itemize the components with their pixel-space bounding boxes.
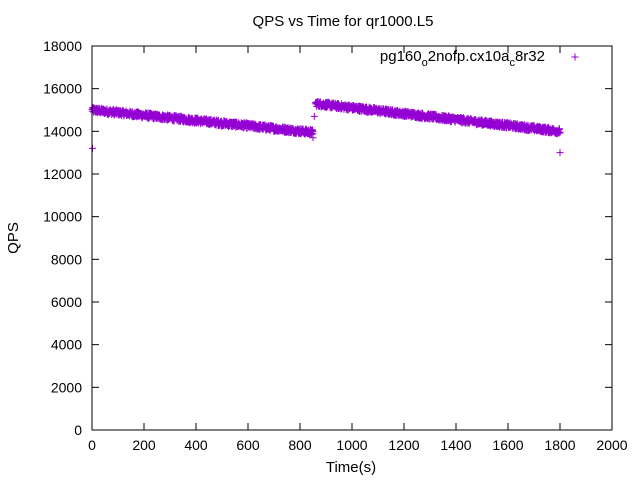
- legend-marker: [571, 53, 579, 61]
- x-axis-title: Time(s): [326, 459, 376, 476]
- data-point: [556, 149, 564, 157]
- y-tick-label: 12000: [43, 166, 82, 182]
- x-tick-label: 1000: [336, 437, 367, 453]
- y-tick-label: 4000: [51, 337, 82, 353]
- y-tick-label: 8000: [51, 251, 82, 267]
- data-point: [89, 144, 97, 152]
- data-point: [309, 134, 317, 142]
- legend-label: pg160o2nofp.cx10ac8r32: [380, 48, 545, 69]
- y-tick-label: 10000: [43, 209, 82, 225]
- data-point: [310, 112, 318, 120]
- y-tick-label: 16000: [43, 81, 82, 97]
- x-tick-label: 800: [288, 437, 312, 453]
- plot-frame: [91, 45, 613, 431]
- axis-ticks: 0 200 400 600 800 1000 1200 1400 1600 1800 2000 0 20…: [43, 38, 628, 453]
- y-axis-title: QPS: [5, 222, 22, 254]
- x-tick-label: 200: [132, 437, 156, 453]
- x-tick-label: 0: [88, 437, 96, 453]
- data-points: [88, 97, 564, 157]
- legend-marker-symbol: [571, 53, 579, 61]
- y-tick-label: 6000: [51, 294, 82, 310]
- chart-title: QPS vs Time for qr1000.L5: [253, 13, 434, 30]
- x-tick-label: 2000: [596, 437, 627, 453]
- y-tick-label: 18000: [43, 38, 82, 54]
- y-tick-label: 0: [74, 422, 82, 438]
- x-tick-label: 600: [236, 437, 260, 453]
- x-tick-label: 400: [184, 437, 208, 453]
- y-tick-label: 2000: [51, 379, 82, 395]
- x-tick-label: 1800: [544, 437, 575, 453]
- x-tick-label: 1400: [440, 437, 471, 453]
- legend: pg160o2nofp.cx10ac8r32: [380, 48, 579, 69]
- data-point: [556, 128, 564, 136]
- x-tick-label: 1600: [492, 437, 523, 453]
- y-tick-label: 14000: [43, 123, 82, 139]
- x-tick-label: 1200: [388, 437, 419, 453]
